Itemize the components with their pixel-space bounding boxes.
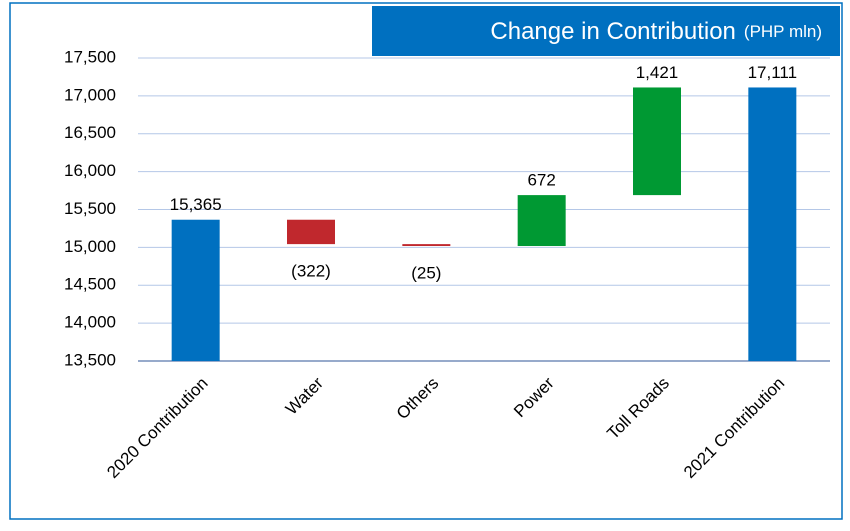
- value-label: (322): [291, 262, 331, 281]
- y-tick-label: 16,500: [64, 123, 116, 142]
- bar: [748, 87, 797, 362]
- bar: [633, 87, 681, 196]
- y-tick-label: 17,500: [64, 47, 116, 66]
- bar: [171, 219, 220, 361]
- y-tick-label: 15,500: [64, 199, 116, 218]
- chart-unit: (PHP mln): [744, 22, 822, 41]
- y-tick-label: 14,500: [64, 275, 116, 294]
- y-tick-label: 14,000: [64, 313, 116, 332]
- y-tick-label: 17,000: [64, 85, 116, 104]
- y-tick-label: 13,500: [64, 350, 116, 369]
- chart-title: Change in Contribution: [490, 18, 736, 45]
- y-tick-label: 16,000: [64, 161, 116, 180]
- x-tick-label: Water: [282, 373, 327, 418]
- value-label: 17,111: [748, 63, 797, 82]
- value-label: 672: [527, 171, 555, 190]
- frame: [9, 2, 843, 520]
- bar: [402, 244, 451, 247]
- x-tick-label: 2021 Contribution: [680, 374, 788, 482]
- x-tick-label: Toll Roads: [603, 374, 673, 444]
- y-tick-label: 15,000: [64, 237, 116, 256]
- x-tick-label: Others: [393, 374, 443, 424]
- value-label: (25): [411, 263, 441, 282]
- bar: [287, 219, 335, 245]
- bar: [517, 195, 566, 247]
- value-label: 1,421: [636, 63, 679, 82]
- title-box: [372, 6, 840, 56]
- x-tick-label: Power: [510, 373, 558, 421]
- x-tick-label: 2020 Contribution: [103, 374, 211, 482]
- value-label: 15,365: [170, 195, 222, 214]
- chart-title-group: Change in Contribution (PHP mln): [490, 18, 822, 45]
